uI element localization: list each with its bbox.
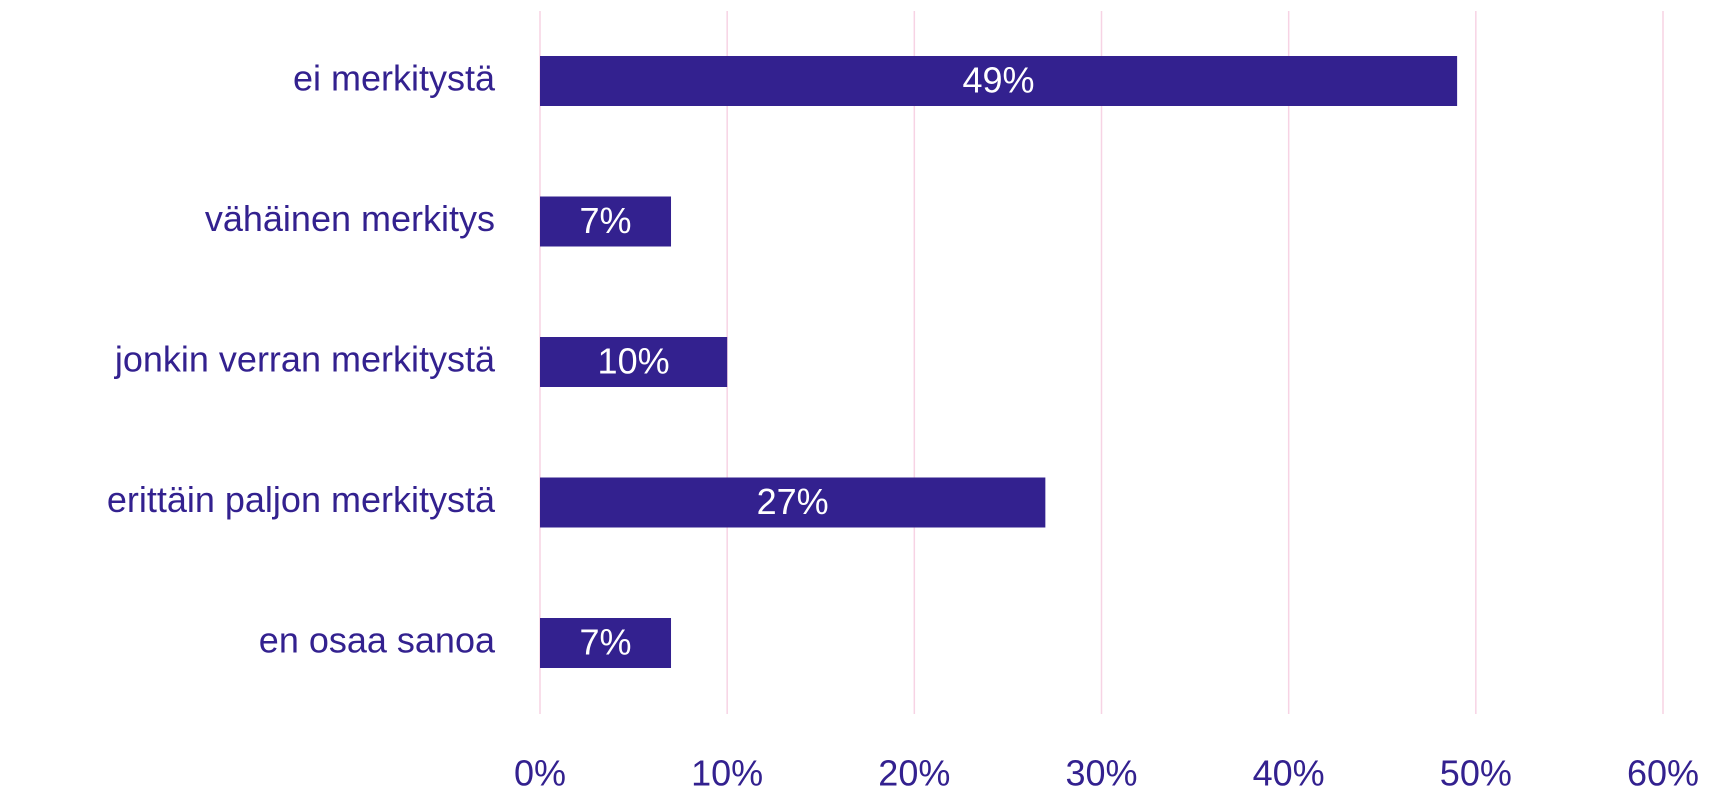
- x-tick-label: 60%: [1627, 753, 1699, 793]
- x-tick-label: 10%: [691, 753, 763, 793]
- bar: [540, 196, 672, 247]
- bar: [540, 56, 1458, 106]
- bar: [540, 477, 1046, 528]
- x-tick-label: 30%: [1065, 753, 1137, 793]
- y-tick-label: jonkin verran merkitystä: [114, 339, 496, 380]
- y-tick-label: en osaa sanoa: [259, 620, 496, 661]
- value-label: 7%: [579, 622, 631, 663]
- x-tick-label: 20%: [878, 753, 950, 793]
- bar: [540, 337, 728, 387]
- value-label: 49%: [963, 60, 1035, 101]
- x-tick-label: 50%: [1440, 753, 1512, 793]
- value-label: 7%: [579, 200, 631, 241]
- y-tick-label: vähäinen merkitys: [205, 198, 495, 239]
- y-tick-label: erittäin paljon merkitystä: [107, 479, 496, 520]
- x-tick-label: 0%: [514, 753, 566, 793]
- y-tick-label: ei merkitystä: [293, 58, 496, 99]
- x-tick-label: 40%: [1253, 753, 1325, 793]
- value-label: 10%: [598, 341, 670, 382]
- bar: [540, 618, 672, 668]
- value-label: 27%: [757, 481, 829, 522]
